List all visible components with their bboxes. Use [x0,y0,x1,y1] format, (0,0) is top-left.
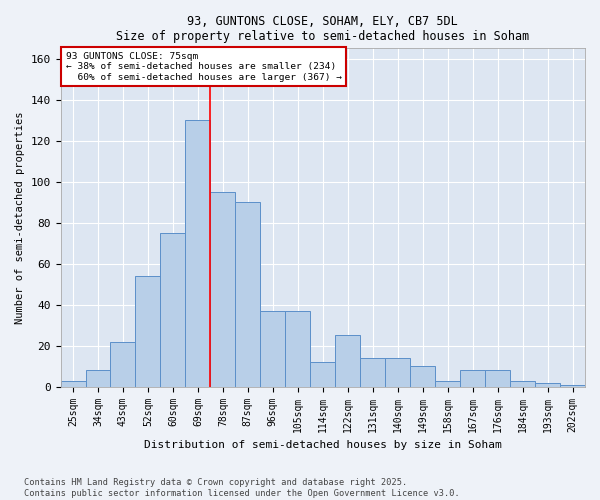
Bar [435,380,460,386]
Bar [211,192,235,386]
Bar [485,370,510,386]
Bar [136,276,160,386]
Bar [560,384,585,386]
Bar [61,380,86,386]
Bar [510,380,535,386]
Bar [110,342,136,386]
Bar [410,366,435,386]
Title: 93, GUNTONS CLOSE, SOHAM, ELY, CB7 5DL
Size of property relative to semi-detache: 93, GUNTONS CLOSE, SOHAM, ELY, CB7 5DL S… [116,15,529,43]
Bar [235,202,260,386]
Bar [185,120,211,386]
Bar [260,311,286,386]
X-axis label: Distribution of semi-detached houses by size in Soham: Distribution of semi-detached houses by … [144,440,502,450]
Text: 93 GUNTONS CLOSE: 75sqm
← 38% of semi-detached houses are smaller (234)
  60% of: 93 GUNTONS CLOSE: 75sqm ← 38% of semi-de… [66,52,342,82]
Bar [310,362,335,386]
Bar [86,370,110,386]
Bar [286,311,310,386]
Bar [385,358,410,386]
Bar [460,370,485,386]
Bar [335,336,360,386]
Text: Contains HM Land Registry data © Crown copyright and database right 2025.
Contai: Contains HM Land Registry data © Crown c… [24,478,460,498]
Y-axis label: Number of semi-detached properties: Number of semi-detached properties [15,112,25,324]
Bar [535,382,560,386]
Bar [160,233,185,386]
Bar [360,358,385,386]
